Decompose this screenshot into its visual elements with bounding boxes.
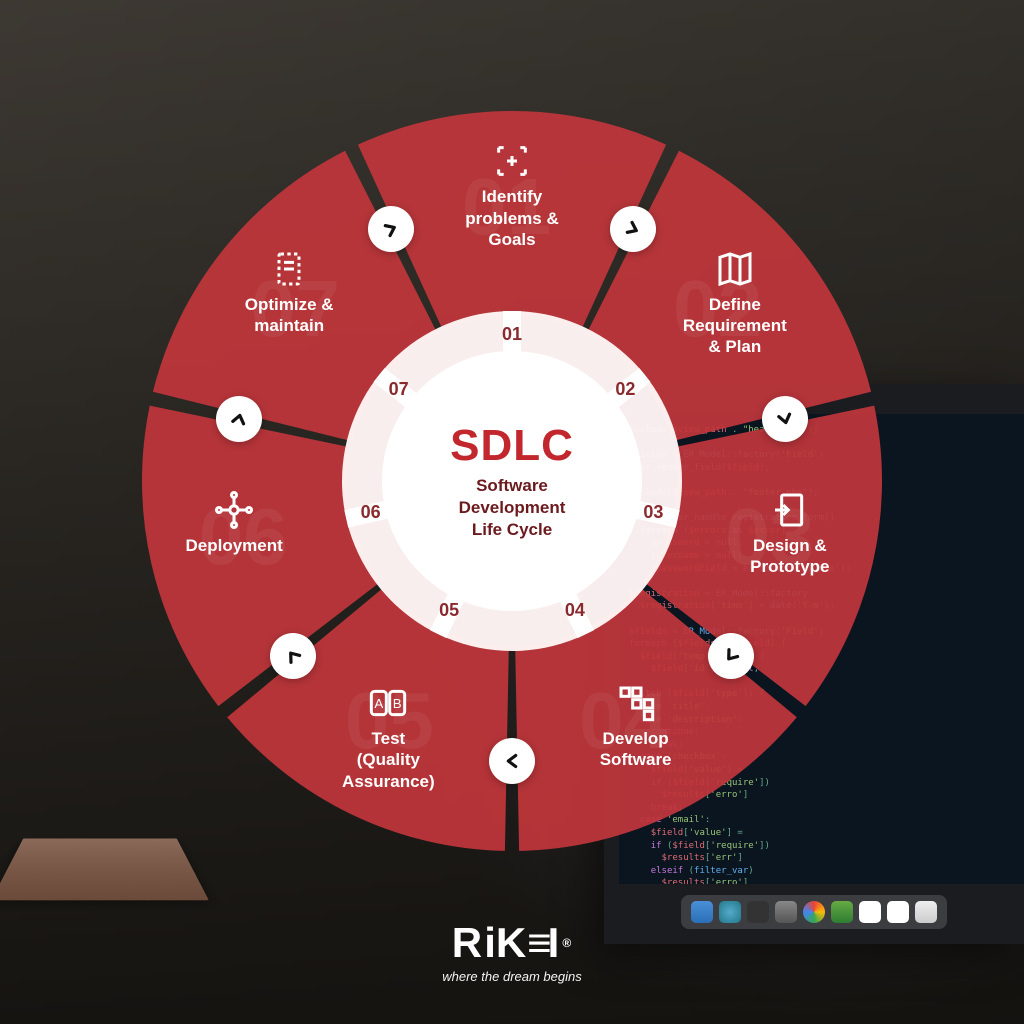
segment-02-label: DefineRequirement& Plan [660, 294, 810, 358]
center-hub: SDLC SoftwareDevelopmentLife Cycle [382, 351, 642, 611]
svg-text:B: B [393, 696, 402, 711]
brand-wordmark: RiK≡I® [442, 919, 581, 967]
target-icon [492, 141, 532, 181]
arrow-badge-06 [216, 396, 262, 442]
center-title: SDLC [450, 421, 574, 471]
arrow-badge-01 [610, 206, 656, 252]
modules-icon [616, 683, 656, 723]
sdlc-wheel: SDLC SoftwareDevelopmentLife Cycle Ident… [142, 111, 882, 851]
document-icon [269, 249, 309, 289]
svg-text:A: A [375, 696, 384, 711]
segment-06-number: 06 [351, 502, 391, 523]
segment-04-number: 04 [555, 600, 595, 621]
map-icon [715, 249, 755, 289]
deploy-icon [214, 490, 254, 530]
segment-07-number: 07 [379, 379, 419, 400]
segment-06-label: Deployment [159, 535, 309, 556]
segment-03-number: 03 [633, 502, 673, 523]
arrow-badge-07 [368, 206, 414, 252]
arrow-badge-03 [708, 633, 754, 679]
bg-macos-dock [681, 895, 947, 929]
segment-04-label: DevelopSoftware [561, 728, 711, 771]
door-icon [770, 490, 810, 530]
brand-tagline: where the dream begins [442, 969, 581, 984]
segment-03-label: Design &Prototype [715, 535, 865, 578]
segment-07-label: Optimize &maintain [214, 294, 364, 337]
center-subtitle: SoftwareDevelopmentLife Cycle [459, 475, 566, 541]
arrow-badge-04 [489, 738, 535, 784]
arrow-badge-05 [270, 633, 316, 679]
segment-05-label: Test(QualityAssurance) [313, 728, 463, 792]
arrow-badge-02 [762, 396, 808, 442]
segment-01-label: Identifyproblems &Goals [437, 186, 587, 250]
segment-01-number: 01 [492, 324, 532, 345]
brand-logo: RiK≡I® where the dream begins [442, 919, 581, 984]
segment-05-number: 05 [429, 600, 469, 621]
segment-02-number: 02 [605, 379, 645, 400]
ab-test-icon: AB [368, 683, 408, 723]
